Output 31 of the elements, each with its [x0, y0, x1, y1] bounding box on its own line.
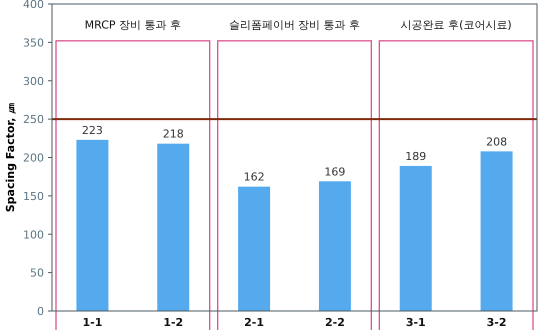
- y-tick-label: 200: [23, 152, 44, 164]
- y-tick-label: 150: [23, 190, 44, 203]
- annotation: 시공완료 후(코어시료): [400, 18, 512, 32]
- data-label: 218: [162, 128, 184, 141]
- bar: [157, 144, 190, 311]
- x-tick-label: 3-2: [486, 316, 507, 329]
- data-label: 162: [244, 170, 265, 184]
- y-tick-label: 50: [30, 266, 44, 280]
- data-label: 169: [324, 165, 346, 178]
- y-tick-label: 300: [23, 74, 44, 88]
- y-tick-label: 400: [23, 0, 44, 11]
- y-tick-label: 250: [23, 113, 44, 126]
- data-label: 223: [82, 124, 103, 137]
- y-tick-label: 100: [23, 228, 44, 242]
- y-axis-title: Spacing Factor, ㎛: [4, 102, 17, 212]
- x-tick-label: 3-1: [406, 316, 426, 329]
- data-label: 208: [486, 135, 508, 148]
- annotation: 슬리폼페이버 장비 통과 후: [228, 18, 360, 32]
- x-tick-label: 1-1: [82, 316, 102, 329]
- bar: [400, 166, 432, 311]
- bar: [318, 181, 351, 311]
- data-label: 189: [405, 150, 426, 163]
- annotation: MRCP 장비 통과 후: [84, 18, 182, 32]
- x-tick-label: 1-2: [163, 316, 184, 329]
- bar: [76, 140, 108, 311]
- y-tick-label: 350: [23, 36, 44, 50]
- y-tick-label: 0: [37, 305, 44, 318]
- bar: [238, 186, 270, 311]
- x-tick-label: 2-1: [244, 316, 264, 329]
- x-tick-label: 2-2: [324, 316, 345, 329]
- bar: [480, 151, 513, 311]
